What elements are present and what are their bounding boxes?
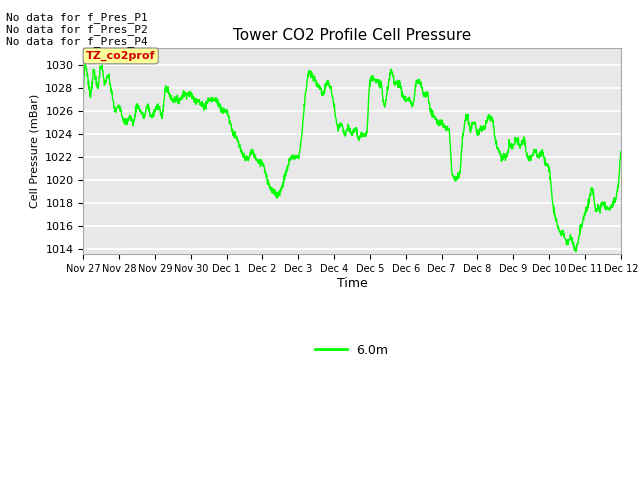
Text: No data for f_Pres_P1: No data for f_Pres_P1 <box>6 12 148 23</box>
X-axis label: Time: Time <box>337 277 367 290</box>
Y-axis label: Cell Pressure (mBar): Cell Pressure (mBar) <box>29 94 40 208</box>
Text: No data for f_Pres_P4: No data for f_Pres_P4 <box>6 36 148 47</box>
Text: No data for f_Pres_P2: No data for f_Pres_P2 <box>6 24 148 35</box>
Title: Tower CO2 Profile Cell Pressure: Tower CO2 Profile Cell Pressure <box>233 28 471 43</box>
Legend: 6.0m: 6.0m <box>310 339 394 361</box>
Text: TZ_co2prof: TZ_co2prof <box>86 51 156 61</box>
